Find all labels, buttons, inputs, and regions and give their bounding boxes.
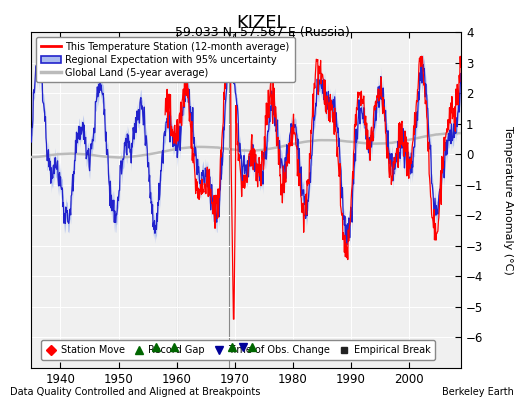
Text: 59.033 N, 57.567 E (Russia): 59.033 N, 57.567 E (Russia) [174, 26, 350, 39]
Text: Data Quality Controlled and Aligned at Breakpoints: Data Quality Controlled and Aligned at B… [10, 387, 261, 397]
Text: Berkeley Earth: Berkeley Earth [442, 387, 514, 397]
Y-axis label: Temperature Anomaly (°C): Temperature Anomaly (°C) [503, 126, 513, 274]
Text: KIZEL: KIZEL [237, 14, 287, 32]
Legend: Station Move, Record Gap, Time of Obs. Change, Empirical Break: Station Move, Record Gap, Time of Obs. C… [40, 340, 435, 360]
